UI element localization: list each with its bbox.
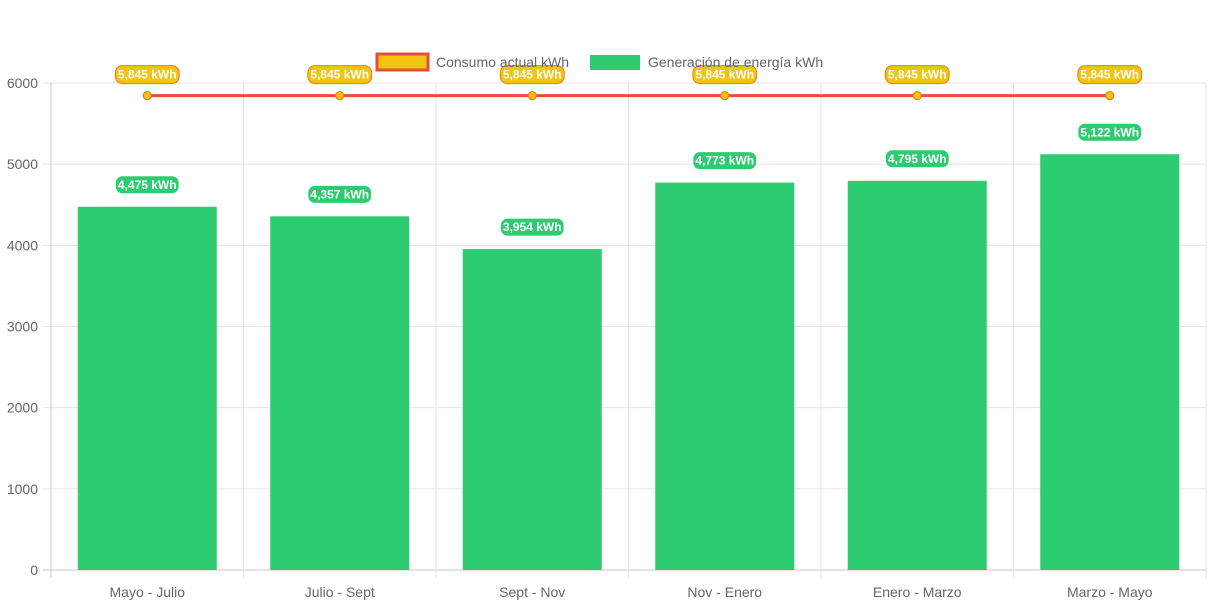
bar-value-label-text: 4,795 kWh bbox=[888, 152, 947, 166]
bar-value-label-bg bbox=[884, 149, 950, 169]
bar-layer bbox=[77, 154, 1180, 571]
axis-layer: 0 1000 2000 3000 4000 5000 6000 Mayo - Julio Jul… bbox=[7, 75, 1153, 600]
line-point[interactable] bbox=[720, 90, 730, 101]
line-value-label-text: 5,845 kWh bbox=[1080, 68, 1139, 82]
line-value-label: 5,845 kWh bbox=[307, 65, 373, 85]
bar-value-label: 4,475 kWh bbox=[114, 175, 180, 195]
y-tick-label: 2000 bbox=[7, 400, 38, 416]
legend-swatch-consumo bbox=[375, 52, 430, 72]
bar-value-label-bg bbox=[1077, 122, 1143, 142]
line-value-label-bg bbox=[499, 65, 565, 85]
x-tick-label: Marzo - Mayo bbox=[1067, 584, 1153, 600]
bar-value-label: 4,773 kWh bbox=[692, 151, 758, 171]
line-point[interactable] bbox=[335, 90, 345, 101]
bar-value-label-bg bbox=[114, 175, 180, 195]
bar[interactable] bbox=[77, 206, 217, 570]
legend: Consumo actual kWh Generación de energía… bbox=[375, 52, 823, 72]
bar[interactable] bbox=[1040, 154, 1180, 570]
line-value-label: 5,845 kWh bbox=[1077, 65, 1143, 85]
bar[interactable] bbox=[270, 216, 410, 571]
bar-value-label-text: 5,122 kWh bbox=[1080, 125, 1139, 139]
bar[interactable] bbox=[655, 182, 795, 571]
line-value-label: 5,845 kWh bbox=[884, 65, 950, 85]
line-value-label-text: 5,845 kWh bbox=[888, 68, 947, 82]
line-value-label-text: 5,845 kWh bbox=[503, 68, 562, 82]
line-value-label: 5,845 kWh bbox=[499, 65, 565, 85]
bar-value-label-text: 3,954 kWh bbox=[503, 220, 562, 234]
line-layer bbox=[142, 90, 1115, 101]
bar-value-label-bg bbox=[499, 217, 565, 237]
bar[interactable] bbox=[847, 180, 987, 570]
bar-value-label: 3,954 kWh bbox=[499, 217, 565, 237]
line-point[interactable] bbox=[912, 90, 922, 101]
line-value-label-text: 5,845 kWh bbox=[695, 68, 754, 82]
y-tick-label: 3000 bbox=[7, 319, 38, 335]
label-layer: 4,475 kWh 4,357 kWh 3,954 kWh 4,773 kWh 4,79… bbox=[114, 65, 1143, 237]
line-value-label: 5,845 kWh bbox=[114, 65, 180, 85]
bar-value-label-text: 4,357 kWh bbox=[310, 187, 369, 201]
legend-label-consumo: Consumo actual kWh bbox=[436, 54, 569, 70]
line-point[interactable] bbox=[142, 90, 152, 101]
legend-swatch-generacion bbox=[590, 55, 640, 70]
x-tick-label: Mayo - Julio bbox=[110, 584, 186, 600]
legend-item-consumo[interactable]: Consumo actual kWh bbox=[375, 52, 569, 72]
bar-value-label: 5,122 kWh bbox=[1077, 122, 1143, 142]
y-tick-label: 6000 bbox=[7, 75, 38, 91]
line-point[interactable] bbox=[527, 90, 537, 101]
x-tick-label: Sept - Nov bbox=[499, 584, 565, 600]
y-tick-label: 1000 bbox=[7, 481, 38, 497]
x-tick-label: Nov - Enero bbox=[687, 584, 762, 600]
line-value-label: 5,845 kWh bbox=[692, 65, 758, 85]
line-value-label-bg bbox=[884, 65, 950, 85]
line-value-label-bg bbox=[1077, 65, 1143, 85]
legend-item-generacion[interactable]: Generación de energía kWh bbox=[590, 54, 823, 70]
line-value-label-text: 5,845 kWh bbox=[118, 68, 177, 82]
bar-value-label: 4,795 kWh bbox=[884, 149, 950, 169]
grid-layer bbox=[43, 82, 1207, 578]
y-tick-label: 5000 bbox=[7, 156, 38, 172]
bar[interactable] bbox=[462, 249, 602, 570]
bar-value-label-bg bbox=[692, 151, 758, 171]
line-value-label-bg bbox=[307, 65, 373, 85]
bar-value-label: 4,357 kWh bbox=[307, 184, 373, 204]
x-tick-label: Julio - Sept bbox=[305, 584, 375, 600]
y-tick-label: 4000 bbox=[7, 237, 38, 253]
line-point[interactable] bbox=[1105, 90, 1115, 101]
legend-label-generacion: Generación de energía kWh bbox=[648, 54, 823, 70]
bar-value-label-text: 4,475 kWh bbox=[118, 178, 177, 192]
line-value-label-bg bbox=[692, 65, 758, 85]
bar-value-label-text: 4,773 kWh bbox=[695, 154, 754, 168]
line-value-label-bg bbox=[114, 65, 180, 85]
bar-value-label-bg bbox=[307, 184, 373, 204]
line-value-label-text: 5,845 kWh bbox=[310, 68, 369, 82]
x-tick-label: Enero - Marzo bbox=[873, 584, 962, 600]
y-tick-label: 0 bbox=[30, 562, 38, 578]
